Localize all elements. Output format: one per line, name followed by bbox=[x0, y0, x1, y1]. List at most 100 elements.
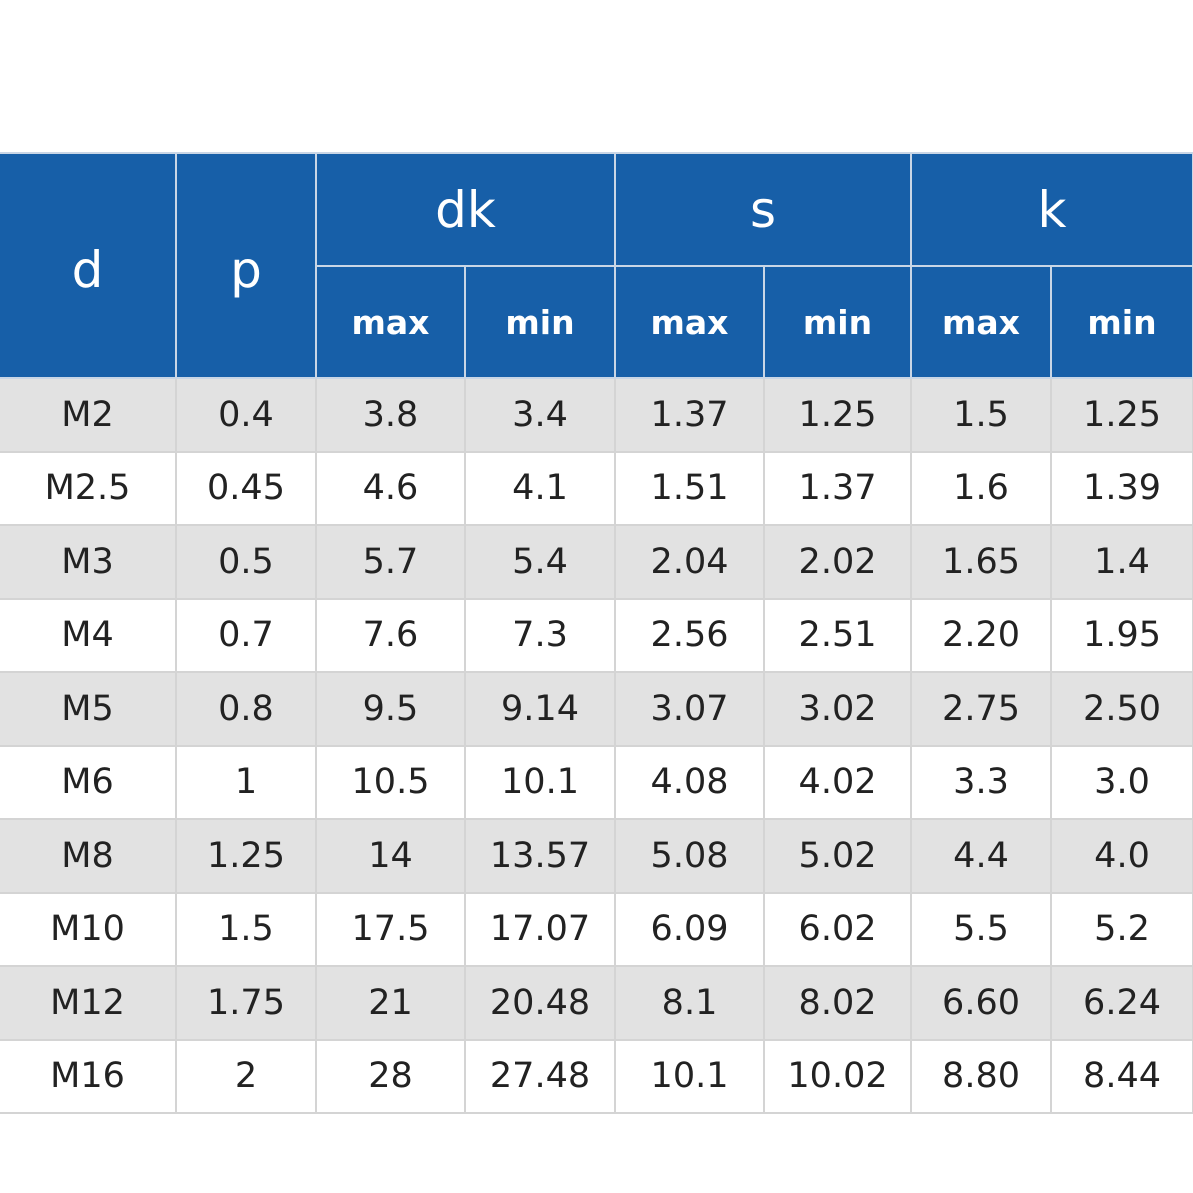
header-dk-min: min bbox=[463, 265, 617, 379]
cell-k-max: 1.6 bbox=[910, 450, 1053, 526]
table-row: M8 1.25 14 13.57 5.08 5.02 4.4 4.0 bbox=[0, 818, 1193, 894]
cell-k-min: 1.25 bbox=[1050, 377, 1193, 453]
header-row-groups: d p dk s k bbox=[0, 152, 1193, 379]
table-row: M2 0.4 3.8 3.4 1.37 1.25 1.5 1.25 bbox=[0, 377, 1193, 453]
header-s-max: max bbox=[614, 265, 766, 379]
header-s: s bbox=[614, 152, 913, 267]
cell-s-min: 5.02 bbox=[763, 818, 913, 894]
cell-dk-min: 3.4 bbox=[463, 377, 617, 453]
cell-d: M3 bbox=[0, 524, 177, 600]
cell-k-max: 1.5 bbox=[910, 377, 1053, 453]
header-p: p bbox=[175, 152, 317, 379]
cell-k-min: 1.95 bbox=[1050, 597, 1193, 673]
cell-k-min: 8.44 bbox=[1050, 1038, 1193, 1114]
cell-p: 1.25 bbox=[175, 818, 317, 894]
header-dk: dk bbox=[314, 152, 617, 267]
header-d: d bbox=[0, 152, 177, 379]
cell-p: 0.45 bbox=[175, 450, 317, 526]
cell-s-min: 1.25 bbox=[763, 377, 913, 453]
cell-s-max: 4.08 bbox=[614, 744, 766, 820]
cell-k-max: 5.5 bbox=[910, 891, 1053, 967]
table-header: d p dk s k max min max min max min bbox=[0, 152, 1193, 379]
cell-dk-min: 5.4 bbox=[463, 524, 617, 600]
cell-s-max: 5.08 bbox=[614, 818, 766, 894]
cell-s-min: 8.02 bbox=[763, 965, 913, 1041]
header-k: k bbox=[910, 152, 1193, 267]
cell-dk-max: 10.5 bbox=[315, 744, 466, 820]
table-row: M16 2 28 27.48 10.1 10.02 8.80 8.44 bbox=[0, 1038, 1193, 1114]
cell-k-max: 4.4 bbox=[910, 818, 1053, 894]
cell-p: 0.8 bbox=[175, 671, 317, 747]
cell-d: M5 bbox=[0, 671, 177, 747]
header-k-max: max bbox=[910, 265, 1053, 379]
screw-dimension-table: d p dk s k max min max min max min M2 0.4… bbox=[0, 152, 1193, 1114]
cell-p: 0.5 bbox=[175, 524, 317, 600]
cell-p: 0.4 bbox=[175, 377, 317, 453]
cell-k-max: 2.20 bbox=[910, 597, 1053, 673]
cell-dk-max: 3.8 bbox=[315, 377, 466, 453]
cell-s-max: 2.04 bbox=[614, 524, 766, 600]
cell-s-max: 1.37 bbox=[614, 377, 766, 453]
table-row: M10 1.5 17.5 17.07 6.09 6.02 5.5 5.2 bbox=[0, 891, 1193, 967]
cell-k-min: 2.50 bbox=[1050, 671, 1193, 747]
cell-dk-max: 14 bbox=[315, 818, 466, 894]
cell-dk-max: 21 bbox=[315, 965, 466, 1041]
table-row: M12 1.75 21 20.48 8.1 8.02 6.60 6.24 bbox=[0, 965, 1193, 1041]
cell-s-min: 3.02 bbox=[763, 671, 913, 747]
cell-d: M2 bbox=[0, 377, 177, 453]
cell-s-min: 1.37 bbox=[763, 450, 913, 526]
table-row: M3 0.5 5.7 5.4 2.04 2.02 1.65 1.4 bbox=[0, 524, 1193, 600]
cell-k-max: 6.60 bbox=[910, 965, 1053, 1041]
table-row: M5 0.8 9.5 9.14 3.07 3.02 2.75 2.50 bbox=[0, 671, 1193, 747]
header-s-min: min bbox=[763, 265, 913, 379]
cell-p: 1 bbox=[175, 744, 317, 820]
cell-s-max: 2.56 bbox=[614, 597, 766, 673]
cell-s-max: 6.09 bbox=[614, 891, 766, 967]
cell-s-min: 2.51 bbox=[763, 597, 913, 673]
cell-s-min: 4.02 bbox=[763, 744, 913, 820]
table-body: M2 0.4 3.8 3.4 1.37 1.25 1.5 1.25 M2.5 0.45 4.6 4.1… bbox=[0, 377, 1193, 1114]
cell-d: M2.5 bbox=[0, 450, 177, 526]
cell-k-min: 1.39 bbox=[1050, 450, 1193, 526]
cell-s-min: 6.02 bbox=[763, 891, 913, 967]
cell-k-min: 1.4 bbox=[1050, 524, 1193, 600]
cell-dk-min: 4.1 bbox=[463, 450, 617, 526]
cell-dk-min: 9.14 bbox=[463, 671, 617, 747]
header-row-subcolumns: max min max min max min bbox=[0, 265, 1193, 379]
cell-k-max: 2.75 bbox=[910, 671, 1053, 747]
cell-k-max: 1.65 bbox=[910, 524, 1053, 600]
cell-k-min: 6.24 bbox=[1050, 965, 1193, 1041]
cell-d: M4 bbox=[0, 597, 177, 673]
cell-d: M8 bbox=[0, 818, 177, 894]
cell-k-min: 4.0 bbox=[1050, 818, 1193, 894]
cell-k-min: 5.2 bbox=[1050, 891, 1193, 967]
cell-dk-min: 17.07 bbox=[463, 891, 617, 967]
cell-dk-min: 20.48 bbox=[463, 965, 617, 1041]
header-dk-max: max bbox=[316, 265, 466, 379]
table-row: M4 0.7 7.6 7.3 2.56 2.51 2.20 1.95 bbox=[0, 597, 1193, 673]
table-row: M6 1 10.5 10.1 4.08 4.02 3.3 3.0 bbox=[0, 744, 1193, 820]
cell-dk-min: 27.48 bbox=[463, 1038, 617, 1114]
cell-k-max: 8.80 bbox=[910, 1038, 1053, 1114]
cell-p: 1.75 bbox=[175, 965, 317, 1041]
cell-dk-max: 9.5 bbox=[315, 671, 466, 747]
cell-dk-max: 7.6 bbox=[315, 597, 466, 673]
cell-k-min: 3.0 bbox=[1050, 744, 1193, 820]
cell-d: M16 bbox=[0, 1038, 177, 1114]
cell-p: 2 bbox=[175, 1038, 317, 1114]
cell-s-max: 3.07 bbox=[614, 671, 766, 747]
cell-dk-max: 17.5 bbox=[315, 891, 466, 967]
cell-p: 1.5 bbox=[175, 891, 317, 967]
cell-dk-min: 10.1 bbox=[463, 744, 617, 820]
cell-dk-min: 13.57 bbox=[463, 818, 617, 894]
cell-k-max: 3.3 bbox=[910, 744, 1053, 820]
cell-p: 0.7 bbox=[175, 597, 317, 673]
table-row: M2.5 0.45 4.6 4.1 1.51 1.37 1.6 1.39 bbox=[0, 450, 1193, 526]
cell-dk-max: 28 bbox=[315, 1038, 466, 1114]
cell-dk-min: 7.3 bbox=[463, 597, 617, 673]
cell-d: M12 bbox=[0, 965, 177, 1041]
cell-s-min: 10.02 bbox=[763, 1038, 913, 1114]
cell-s-min: 2.02 bbox=[763, 524, 913, 600]
cell-dk-max: 4.6 bbox=[315, 450, 466, 526]
cell-d: M10 bbox=[0, 891, 177, 967]
